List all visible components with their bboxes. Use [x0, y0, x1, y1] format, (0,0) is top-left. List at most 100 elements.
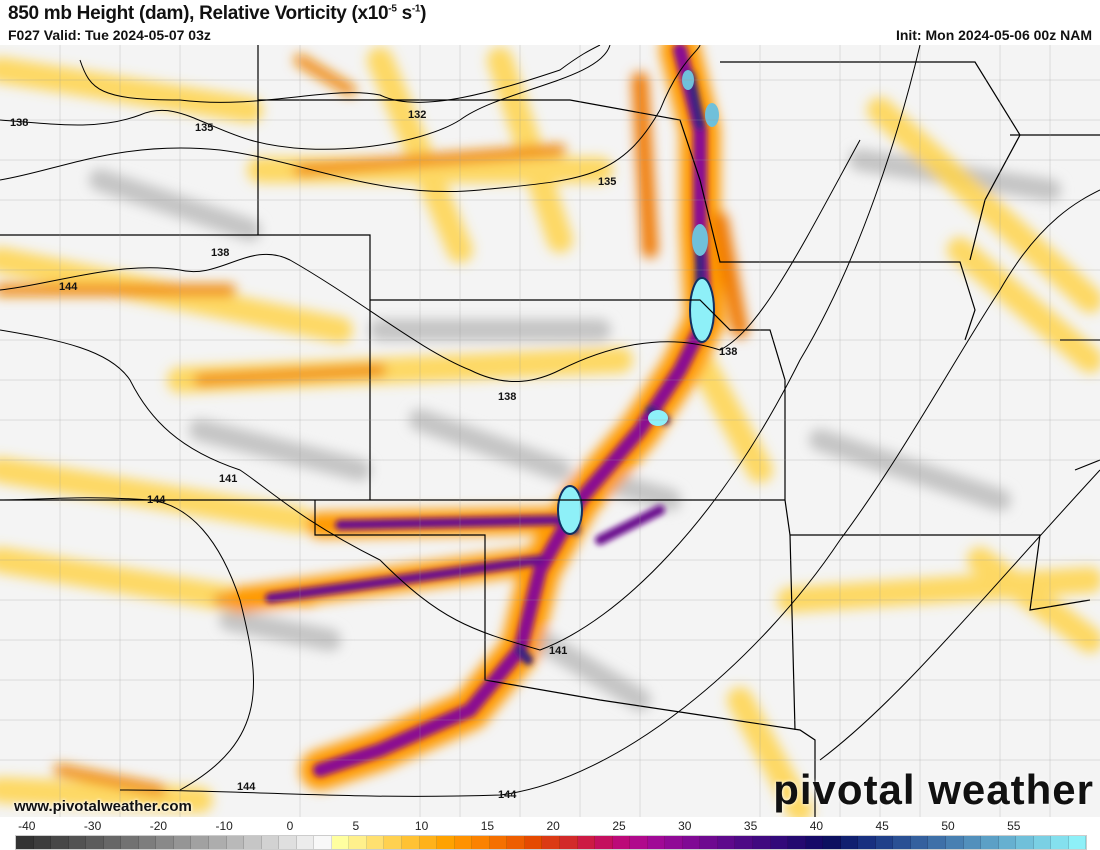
colorbar-tick-label: 15 [480, 819, 495, 833]
colorbar-swatch [173, 836, 192, 849]
colorbar-swatch [875, 836, 894, 849]
colorbar-tick-label: 20 [546, 819, 560, 833]
colorbar-swatch [858, 836, 876, 849]
colorbar-swatch [840, 836, 859, 849]
colorbar-swatch [577, 836, 596, 849]
colorbar-tick-label: 50 [941, 819, 955, 833]
colorbar-tick-label: -10 [215, 819, 233, 833]
website-url[interactable]: www.pivotalweather.com [14, 798, 192, 815]
colorbar-swatch [244, 836, 262, 849]
colorbar-labels: -40 -30 -20 -10 0 5 10 15 20 25 30 35 40 45 50 55 [0, 819, 1100, 835]
colorbar-swatch [349, 836, 367, 849]
colorbar-tick-label: 25 [612, 819, 626, 833]
county-grid [0, 45, 1100, 817]
title-unit-exponent: -1 [411, 3, 421, 15]
colorbar-swatch [542, 836, 560, 849]
colorbar-swatch [209, 836, 227, 849]
contour-labels: 138 135 132 135 138 144 138 138 141 144 … [10, 109, 737, 801]
colorbar-tick-label: 40 [809, 819, 824, 833]
title-unit: s [396, 3, 413, 24]
colorbar-swatch [998, 836, 1017, 849]
chart-title: 850 mb Height (dam), Relative Vorticity … [8, 3, 426, 25]
colorbar-swatch [489, 836, 508, 849]
colorbar-swatch [384, 836, 403, 849]
colorbar-swatch [331, 836, 350, 849]
contour-label: 144 [59, 281, 78, 293]
colorbar-swatch [51, 836, 69, 849]
colorbar-tick-label: -30 [83, 819, 102, 833]
colorbar-swatch [33, 836, 52, 849]
colorbar-tick-label: 35 [743, 819, 758, 833]
valid-time: F027 Valid: Tue 2024-05-07 03z [8, 27, 211, 43]
colorbar-tick-label: -40 [18, 819, 36, 833]
colorbar [15, 835, 1087, 850]
colorbar-swatch [366, 836, 385, 849]
colorbar-swatch [1068, 836, 1087, 849]
contour-label: 138 [498, 391, 516, 403]
weather-map: 138 135 132 135 138 144 138 138 141 144 … [0, 45, 1100, 817]
colorbar-swatch [963, 836, 982, 849]
contour-label: 138 [211, 247, 229, 259]
colorbar-swatch [665, 836, 683, 849]
contour-label: 135 [598, 176, 616, 188]
colorbar-tick-label: -20 [149, 819, 168, 833]
colorbar-swatch [68, 836, 87, 849]
contour-label: 144 [237, 781, 256, 793]
colorbar-swatch [454, 836, 473, 849]
colorbar-swatch [630, 836, 648, 849]
colorbar-swatch [717, 836, 736, 849]
contour-label: 144 [498, 789, 517, 801]
colorbar-swatch [138, 836, 157, 849]
contour-label: 138 [10, 117, 28, 129]
colorbar-swatch [752, 836, 771, 849]
init-time: Init: Mon 2024-05-06 00z NAM [895, 27, 1092, 43]
colorbar-swatch [595, 836, 613, 849]
contour-label: 144 [147, 494, 166, 506]
contour-label: 135 [195, 122, 213, 134]
colorbar-swatch [472, 836, 490, 849]
colorbar-swatch [945, 836, 964, 849]
contour-label: 132 [408, 109, 426, 121]
colorbar-swatch [296, 836, 315, 849]
colorbar-swatch [103, 836, 122, 849]
title-text: 850 mb Height (dam), Relative Vorticity … [8, 3, 389, 24]
colorbar-tick-label: 10 [414, 819, 429, 833]
colorbar-swatch [524, 836, 543, 849]
colorbar-tick-label: 30 [678, 819, 692, 833]
colorbar-tick-label: 45 [875, 819, 889, 833]
colorbar-swatch [770, 836, 789, 849]
colorbar-swatch [928, 836, 946, 849]
vorticity-max-centers [557, 70, 719, 535]
contour-label: 141 [549, 645, 567, 657]
colorbar-swatch [735, 836, 753, 849]
colorbar-swatch [612, 836, 631, 849]
colorbar-swatch [893, 836, 911, 849]
colorbar-tick-label: 55 [1007, 819, 1021, 833]
colorbar-swatch [121, 836, 139, 849]
colorbar-swatch [559, 836, 578, 849]
title-exponent: -5 [388, 3, 397, 15]
colorbar-swatch [437, 836, 455, 849]
colorbar-swatch [823, 836, 841, 849]
colorbar-swatch [910, 836, 929, 849]
colorbar-swatch [1016, 836, 1034, 849]
title-close: ) [420, 3, 427, 24]
colorbar-swatch [1033, 836, 1052, 849]
colorbar-swatch [1051, 836, 1069, 849]
colorbar-swatch [788, 836, 806, 849]
colorbar-swatch [16, 836, 34, 849]
colorbar-swatch [226, 836, 245, 849]
colorbar-swatch [191, 836, 210, 849]
colorbar-swatch [261, 836, 280, 849]
colorbar-swatch [647, 836, 666, 849]
colorbar-tick-label: 0 [286, 819, 294, 833]
colorbar-swatch [507, 836, 525, 849]
colorbar-tick-label: 5 [352, 819, 360, 833]
colorbar-swatch [156, 836, 174, 849]
colorbar-swatch [402, 836, 420, 849]
colorbar-swatch [981, 836, 999, 849]
colorbar-swatch [682, 836, 701, 849]
height-contours [0, 45, 1100, 797]
colorbar-swatch [314, 836, 332, 849]
contour-label: 138 [719, 346, 737, 358]
